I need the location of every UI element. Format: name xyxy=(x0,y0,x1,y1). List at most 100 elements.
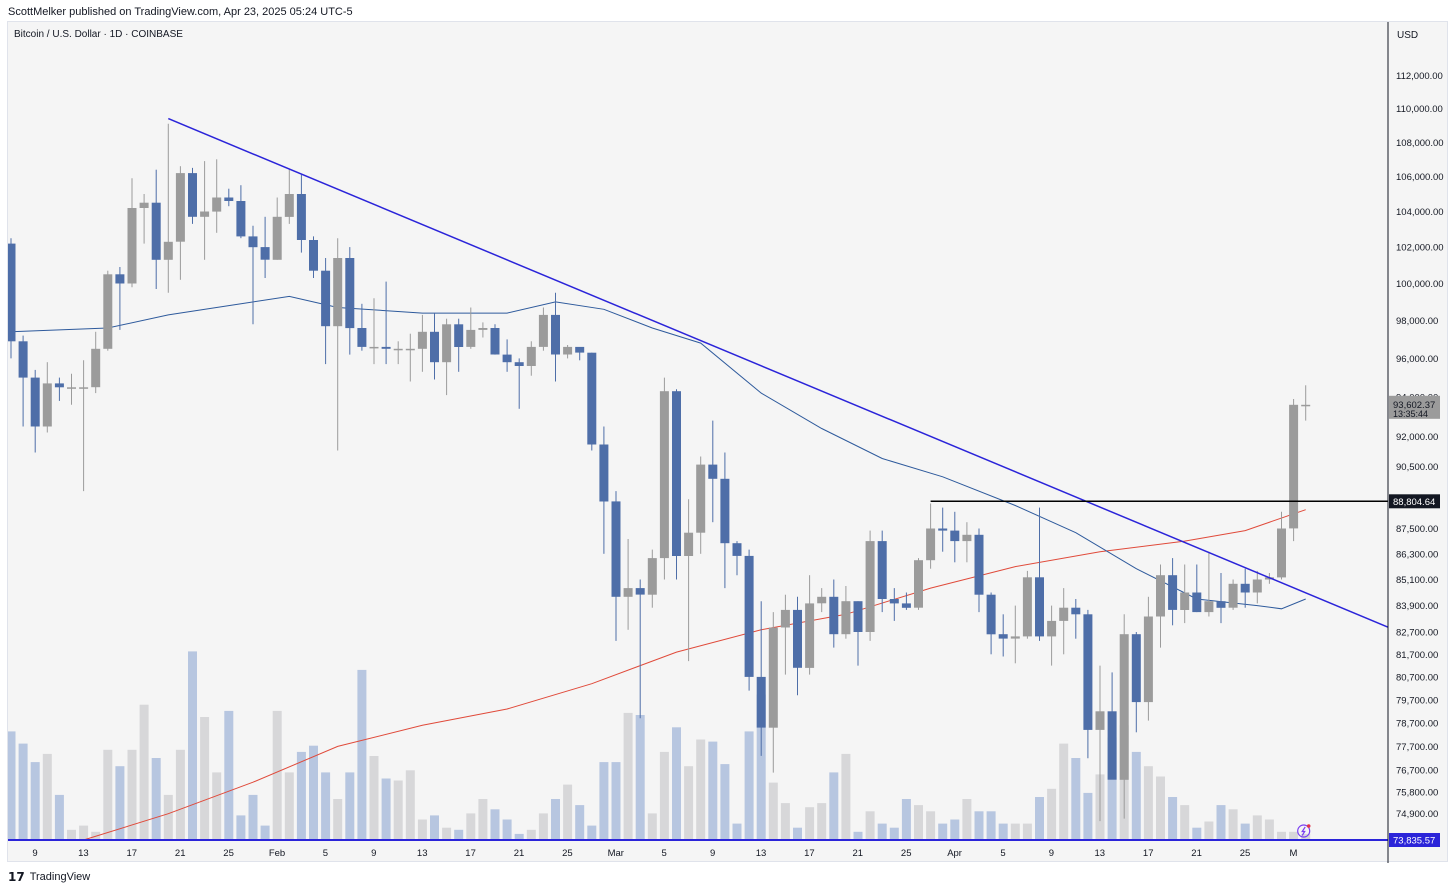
candle xyxy=(151,169,161,289)
candle-body xyxy=(1095,711,1105,730)
candle xyxy=(430,313,439,380)
time-tick-label: 13 xyxy=(1095,848,1106,859)
volume-bar xyxy=(696,739,706,840)
volume-bar xyxy=(841,753,851,840)
candle xyxy=(672,389,681,580)
time-tick-label: 13 xyxy=(756,848,767,859)
time-tick-label: M xyxy=(1289,848,1297,859)
candle-body xyxy=(756,676,766,728)
candle-body xyxy=(1289,404,1299,529)
volume-bar xyxy=(163,794,173,840)
candle xyxy=(599,426,609,554)
volume-bar xyxy=(853,831,863,840)
candle xyxy=(54,377,64,401)
volume-bar xyxy=(889,827,899,840)
candle xyxy=(284,169,294,224)
price-tick-label: 108,000.00 xyxy=(1396,138,1444,149)
resistance-price-label: 88,804.64 xyxy=(1393,497,1435,508)
volume-bar xyxy=(1022,823,1032,840)
volume-bar xyxy=(1192,827,1202,840)
candle-body xyxy=(333,258,343,327)
volume-bar xyxy=(345,772,355,841)
candle xyxy=(115,267,125,330)
volume-bar xyxy=(901,799,911,840)
time-tick-label: 9 xyxy=(710,848,715,859)
price-tick-label: 98,000.00 xyxy=(1396,316,1438,327)
candle-body xyxy=(1107,711,1117,780)
candle-body xyxy=(1083,614,1093,730)
candle-body xyxy=(1216,601,1226,608)
time-tick-label: 13 xyxy=(78,848,89,859)
candle-body xyxy=(454,324,464,347)
time-tick-label: 17 xyxy=(1143,848,1154,859)
volume-bar xyxy=(175,749,185,840)
volume-bar xyxy=(309,745,318,840)
candle-body xyxy=(1277,528,1286,578)
candle xyxy=(1047,605,1057,666)
chart-title: Bitcoin / U.S. Dollar · 1D · COINBASE xyxy=(14,29,183,40)
candle-body xyxy=(1192,592,1202,613)
candle-body xyxy=(490,328,500,355)
candle-body xyxy=(1059,607,1069,621)
candle xyxy=(1252,570,1262,604)
volume-bar xyxy=(321,772,331,841)
price-chart[interactable]: Bitcoin / U.S. Dollar · 1D · COINBASE USD… xyxy=(8,22,1449,863)
candle xyxy=(357,303,367,351)
candle xyxy=(914,558,923,610)
candle xyxy=(224,188,234,207)
volume-bar xyxy=(865,811,875,840)
candle-body xyxy=(42,383,52,427)
candle xyxy=(248,225,258,325)
candle xyxy=(1059,588,1069,655)
candle xyxy=(744,549,754,691)
candle xyxy=(466,307,476,349)
candle xyxy=(877,530,887,613)
candle-body xyxy=(224,197,234,201)
candle xyxy=(635,579,645,719)
volume-bar xyxy=(538,813,548,841)
candle xyxy=(768,612,778,773)
time-tick-label: 5 xyxy=(662,848,667,859)
candle-body xyxy=(914,560,923,608)
candle xyxy=(1277,511,1286,580)
candle-body xyxy=(780,609,790,628)
chart-frame[interactable]: Bitcoin / U.S. Dollar · 1D · COINBASE USD… xyxy=(7,21,1449,863)
candle xyxy=(405,333,415,382)
candle xyxy=(127,178,137,288)
candle-body xyxy=(720,478,730,544)
volume-bar xyxy=(54,794,64,840)
volume-bar xyxy=(417,819,427,840)
candle-body xyxy=(127,208,137,284)
volume-bar xyxy=(1204,821,1214,840)
time-tick-label: 21 xyxy=(175,848,186,859)
time-tick-label: Apr xyxy=(947,848,962,859)
time-tick-label: 25 xyxy=(223,848,234,859)
candle-body xyxy=(889,599,899,604)
price-tick-label: 77,700.00 xyxy=(1396,742,1438,753)
volume-bar xyxy=(950,819,960,840)
price-tick-label: 75,800.00 xyxy=(1396,787,1438,798)
candle xyxy=(103,270,113,351)
volume-bar xyxy=(224,710,234,841)
candle xyxy=(974,528,984,613)
tradingview-logo[interactable]: 17 TradingView xyxy=(8,870,90,884)
candle-body xyxy=(1180,592,1190,610)
volume-bar xyxy=(127,749,137,840)
volume-bar xyxy=(575,805,585,840)
price-tick-label: 100,000.00 xyxy=(1396,279,1444,290)
candle-body xyxy=(151,202,161,260)
candle xyxy=(563,345,573,359)
candle-body xyxy=(200,211,210,217)
volume-bar xyxy=(587,825,597,840)
volume-bar xyxy=(18,743,28,840)
time-tick-label: 25 xyxy=(562,848,573,859)
candle-body xyxy=(309,240,318,271)
candle xyxy=(696,456,706,554)
candle-body xyxy=(744,555,754,677)
candle-body xyxy=(526,346,536,366)
candle xyxy=(1071,599,1081,639)
volume-bar xyxy=(103,749,113,840)
candle-body xyxy=(865,541,875,632)
candle-body xyxy=(1022,577,1032,637)
volume-bar xyxy=(1010,823,1020,840)
